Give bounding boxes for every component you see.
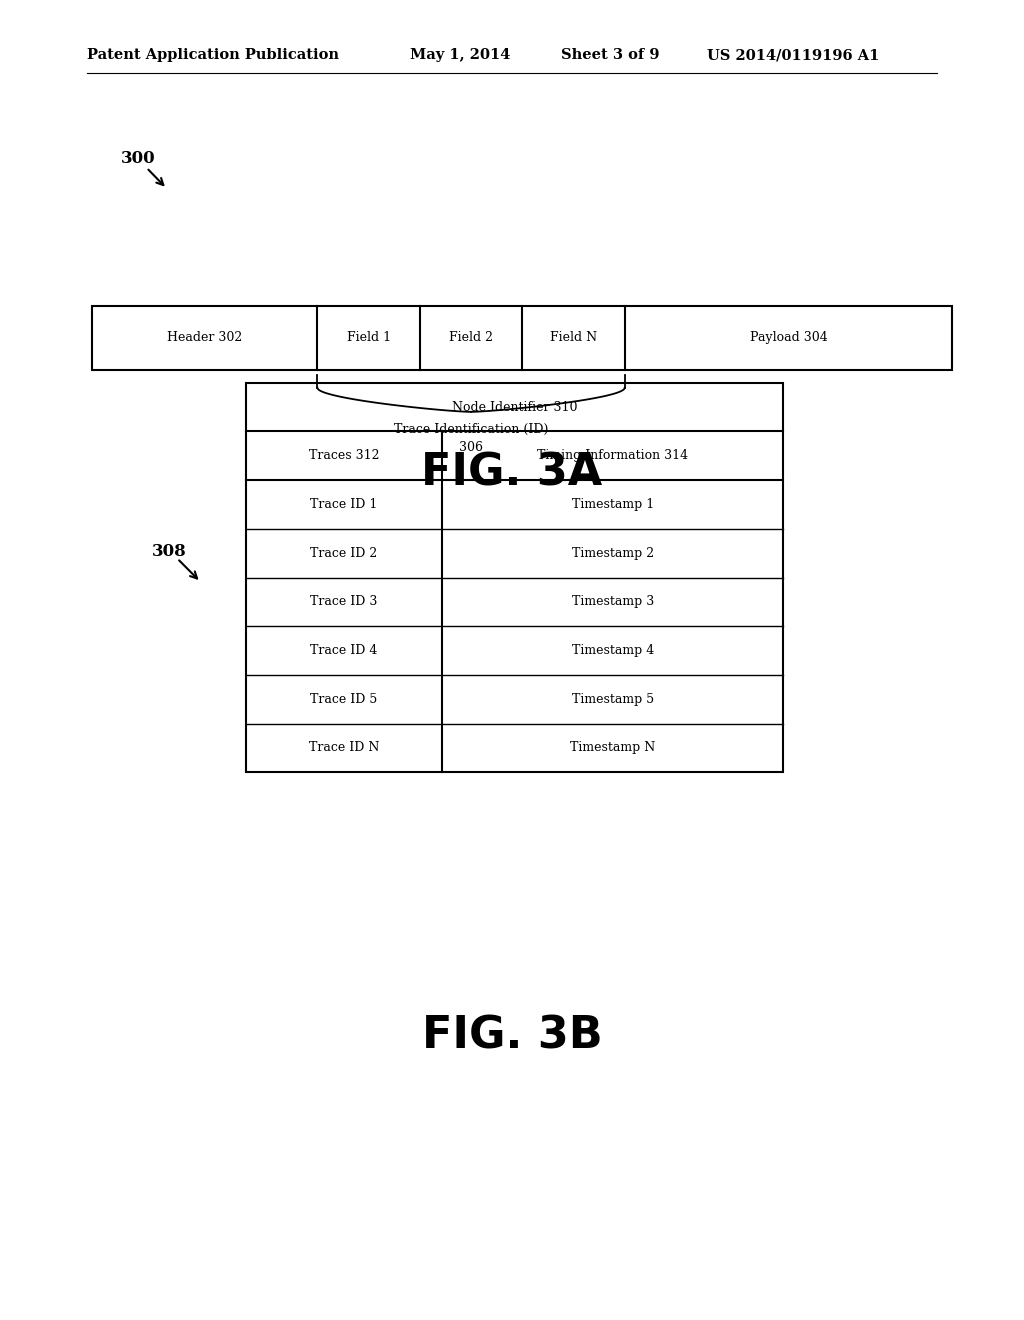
Text: Timestamp 2: Timestamp 2 (571, 546, 653, 560)
Text: Field 1: Field 1 (346, 331, 391, 345)
Text: Timestamp 4: Timestamp 4 (571, 644, 653, 657)
Text: Sheet 3 of 9: Sheet 3 of 9 (561, 49, 659, 62)
Text: Trace ID N: Trace ID N (308, 742, 379, 754)
Bar (246, 383, 783, 772)
Text: Timestamp 3: Timestamp 3 (571, 595, 653, 609)
Text: Field N: Field N (550, 331, 597, 345)
Text: Node Identifier 310: Node Identifier 310 (452, 401, 578, 413)
Text: Timestamp 5: Timestamp 5 (571, 693, 653, 706)
Text: Payload 304: Payload 304 (750, 331, 827, 345)
Text: Timestamp 1: Timestamp 1 (571, 498, 653, 511)
Text: 300: 300 (121, 150, 156, 166)
Text: Header 302: Header 302 (167, 331, 243, 345)
Text: Trace ID 2: Trace ID 2 (310, 546, 378, 560)
Text: May 1, 2014: May 1, 2014 (410, 49, 510, 62)
Text: FIG. 3A: FIG. 3A (421, 451, 603, 494)
Text: 308: 308 (152, 544, 186, 560)
Text: 306: 306 (459, 441, 483, 454)
Text: Trace ID 5: Trace ID 5 (310, 693, 378, 706)
Text: Timestamp N: Timestamp N (570, 742, 655, 754)
Text: Trace ID 3: Trace ID 3 (310, 595, 378, 609)
Text: Trace Identification (ID): Trace Identification (ID) (394, 422, 548, 436)
Text: Patent Application Publication: Patent Application Publication (87, 49, 339, 62)
Text: Trace ID 4: Trace ID 4 (310, 644, 378, 657)
Text: Trace ID 1: Trace ID 1 (310, 498, 378, 511)
Text: Timing Information 314: Timing Information 314 (538, 449, 688, 462)
Text: US 2014/0119196 A1: US 2014/0119196 A1 (707, 49, 879, 62)
Text: FIG. 3B: FIG. 3B (422, 1015, 602, 1057)
Text: Traces 312: Traces 312 (308, 449, 379, 462)
Bar (92, 306, 952, 370)
Text: Field 2: Field 2 (450, 331, 493, 345)
